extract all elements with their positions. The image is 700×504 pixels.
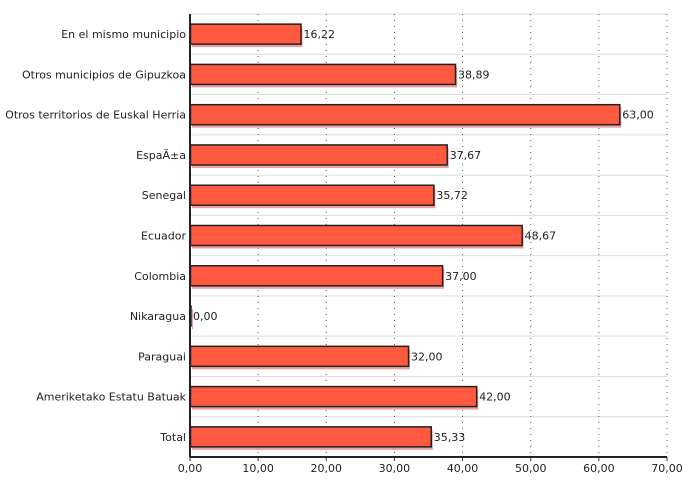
data-label: 48,67 [525, 230, 557, 243]
category-label: Ecuador [141, 230, 186, 243]
bar [189, 224, 523, 247]
data-label: 35,33 [434, 431, 466, 444]
bar [189, 23, 302, 45]
category-label: Otros municipios de Gipuzkoa [22, 68, 186, 81]
data-label: 37,67 [450, 149, 482, 162]
category-label: Total [159, 431, 186, 444]
bar [189, 385, 478, 408]
data-label: 37,00 [445, 270, 477, 283]
category-label: Paraguai [138, 350, 186, 363]
data-label: 32,00 [411, 350, 443, 363]
x-tick-label: 40,00 [447, 462, 479, 475]
bar [189, 63, 457, 86]
x-tick-label: 70,00 [651, 462, 683, 475]
category-label: EspaÃ±a [136, 149, 186, 162]
data-label: 0,00 [193, 310, 218, 323]
x-tick-label: 20,00 [311, 462, 343, 475]
category-label: En el mismo municipio [61, 28, 186, 41]
category-label: Nikaragua [130, 310, 186, 323]
x-tick-label: 50,00 [515, 462, 547, 475]
category-label: Senegal [142, 189, 186, 202]
x-tick-label: 0,00 [178, 462, 203, 475]
data-label: 35,72 [436, 189, 468, 202]
bar [189, 426, 432, 448]
bar [189, 184, 435, 206]
data-label: 38,89 [458, 68, 490, 81]
x-tick-label: 60,00 [583, 462, 615, 475]
bar-shadow [192, 309, 193, 330]
category-label: Colombia [134, 270, 186, 283]
data-label: 42,00 [479, 391, 511, 404]
bar [189, 103, 621, 126]
bar [189, 345, 410, 368]
bar [189, 144, 448, 166]
bar [189, 265, 444, 287]
x-tick-label: 30,00 [379, 462, 411, 475]
category-label: Otros territorios de Euskal Herria [5, 109, 186, 122]
data-label: 63,00 [622, 109, 654, 122]
data-label: 16,22 [304, 28, 336, 41]
category-label: Ameriketako Estatu Batuak [36, 391, 186, 404]
x-tick-label: 10,00 [242, 462, 274, 475]
